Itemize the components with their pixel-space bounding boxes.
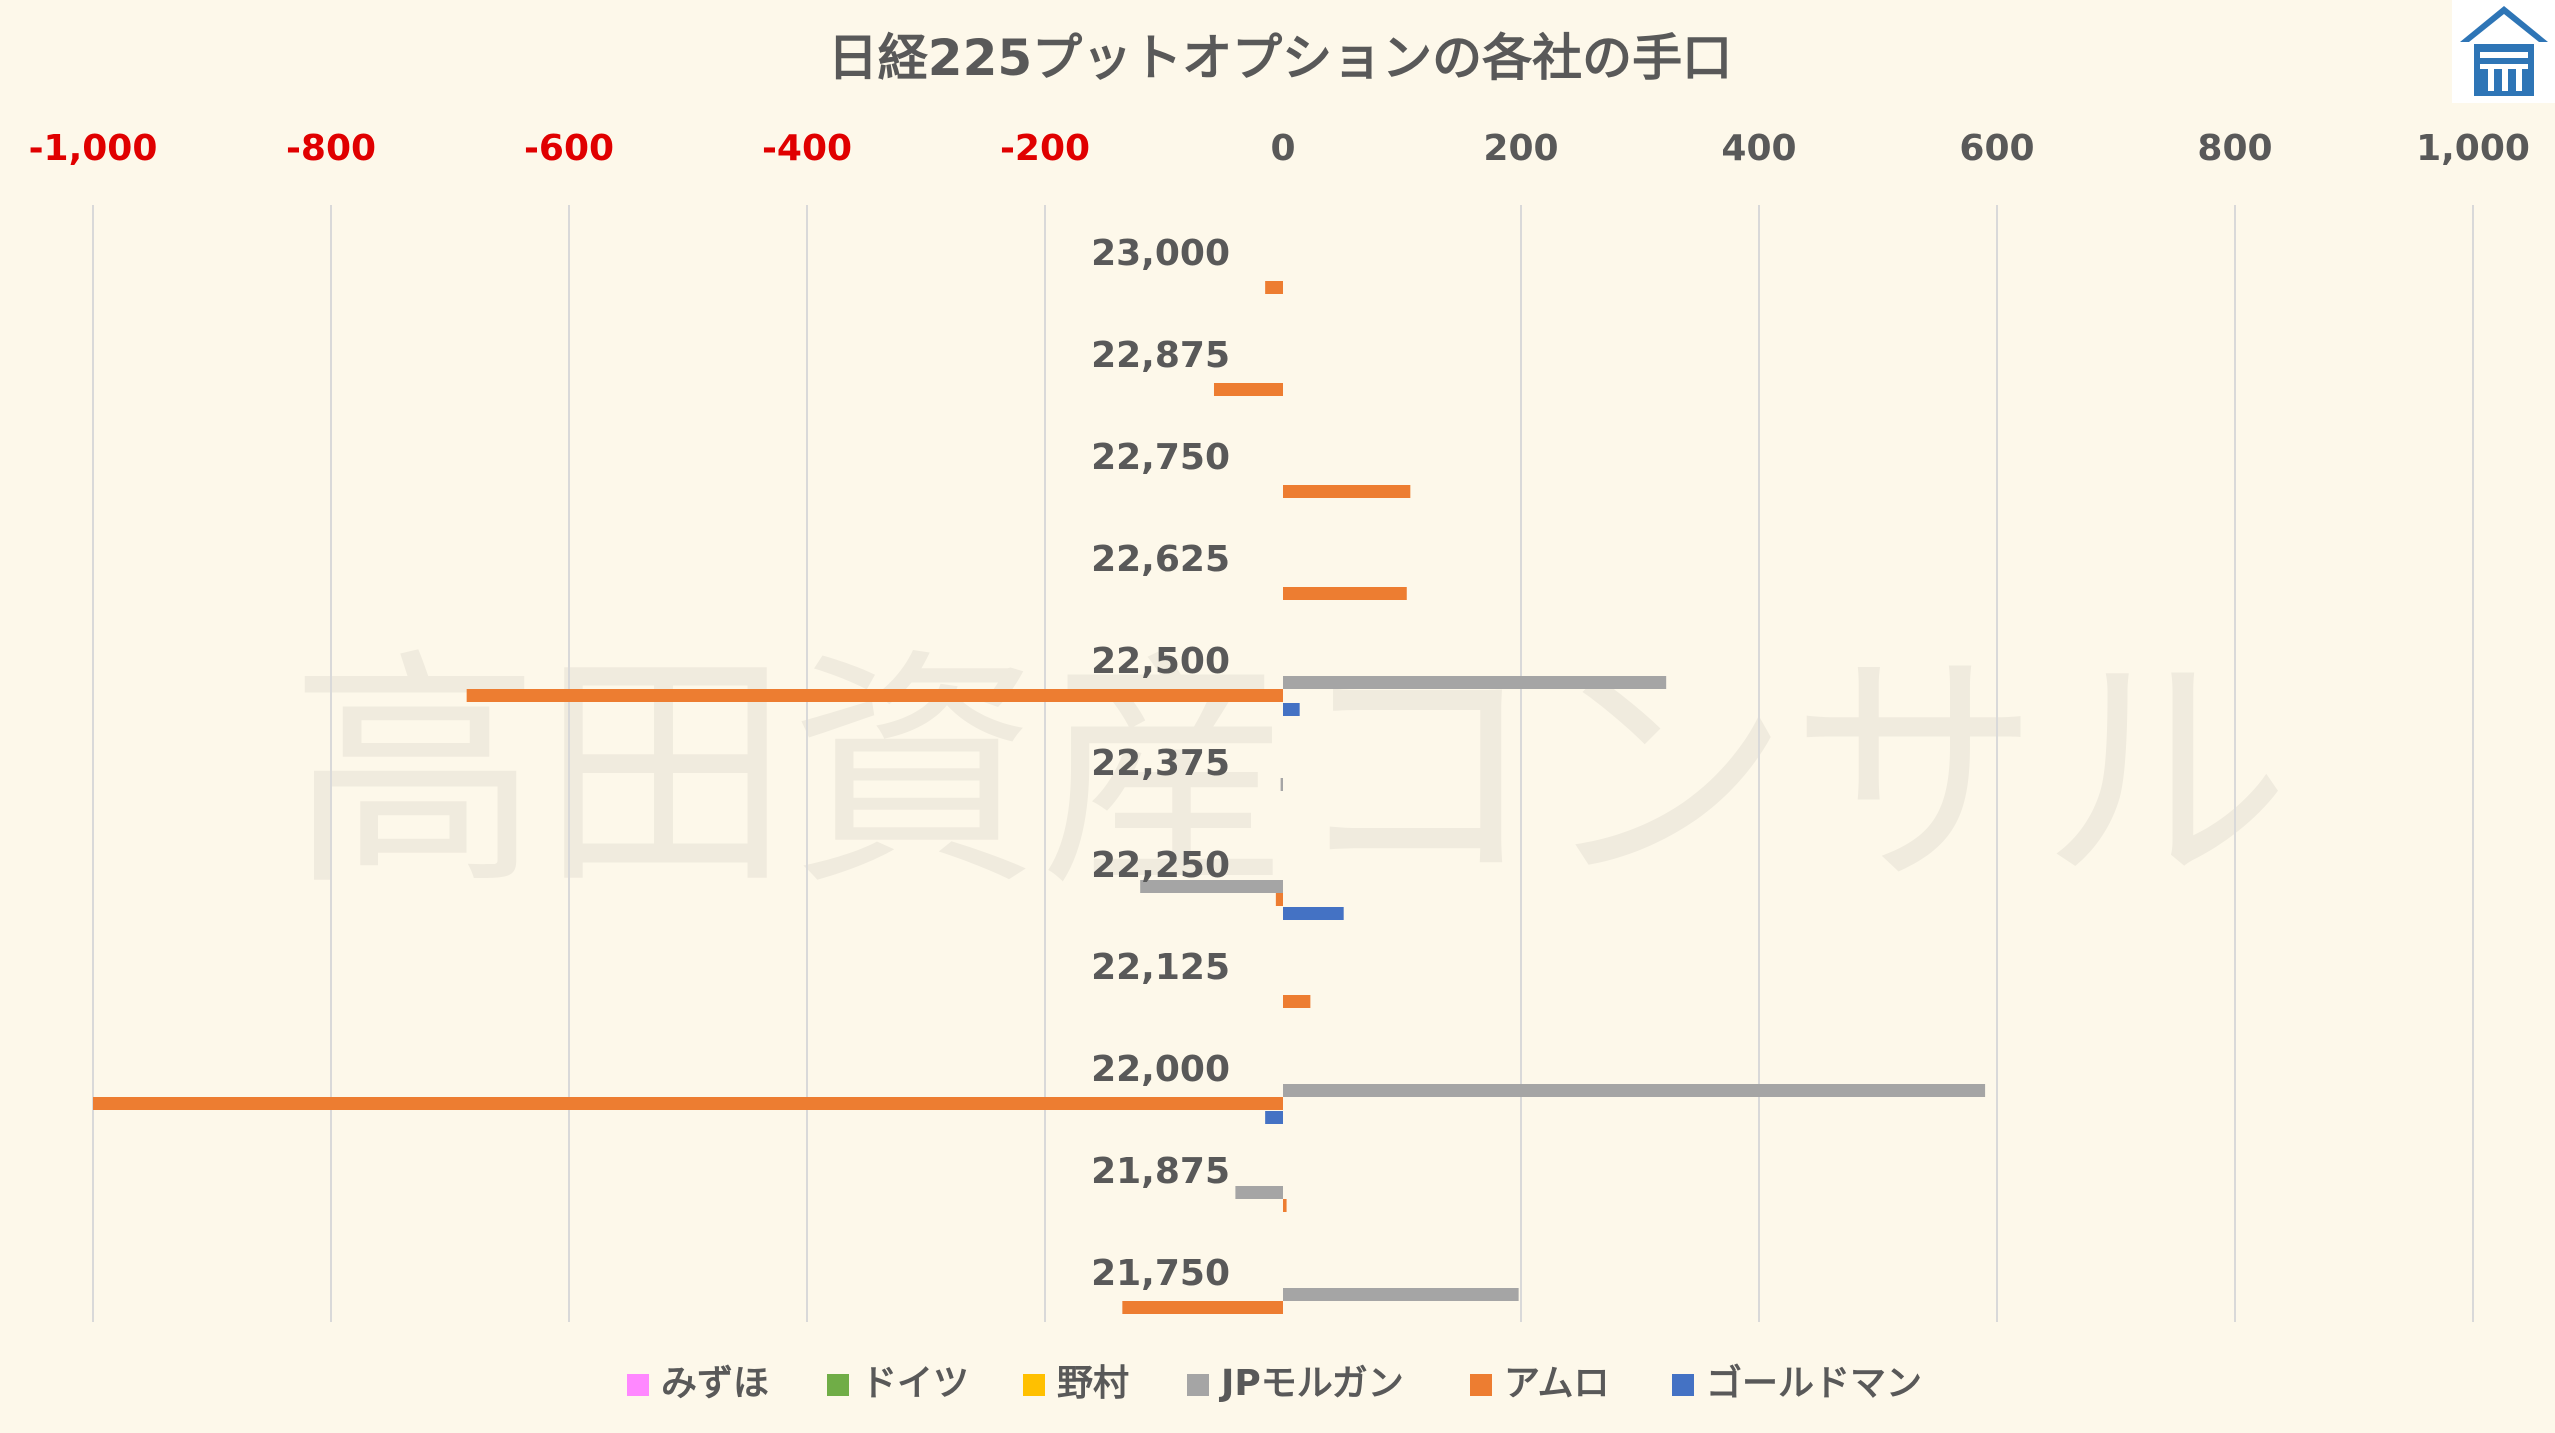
x-tick-label: -400 — [762, 128, 852, 169]
bar — [1265, 281, 1283, 294]
legend-item: 野村 — [1023, 1363, 1129, 1404]
logo-icon — [2452, 0, 2555, 103]
bar — [1265, 1111, 1283, 1124]
category-labels: 23,000 22,875 22,750 22,625 22,500 22,375 22,2… — [1091, 233, 1230, 1294]
legend: みずほ ドイツ 野村 JPモルガン アムロ ゴールドマン — [627, 1362, 1922, 1404]
x-tick-label: 800 — [2197, 128, 2272, 169]
legend-swatch — [1672, 1374, 1694, 1396]
legend-label: 野村 — [1057, 1363, 1129, 1404]
category-label: 22,375 — [1091, 743, 1230, 784]
x-tick-label: -600 — [524, 128, 614, 169]
bar — [1283, 587, 1407, 600]
legend-label: みずほ — [661, 1363, 769, 1404]
bar — [1280, 778, 1283, 791]
x-tick-label: 0 — [1270, 128, 1295, 169]
bar — [1140, 880, 1283, 893]
category-label: 22,625 — [1091, 539, 1230, 580]
x-tick-label: 600 — [1959, 128, 2034, 169]
x-tick-label: 1,000 — [2416, 128, 2530, 169]
bar — [1283, 995, 1311, 1008]
x-tick-label: -800 — [286, 128, 376, 169]
category-label: 22,250 — [1091, 845, 1230, 886]
bar — [1283, 676, 1667, 689]
bar — [1283, 907, 1344, 920]
category-label: 22,750 — [1091, 437, 1230, 478]
legend-item: ドイツ — [827, 1363, 969, 1404]
category-label: 22,000 — [1091, 1049, 1230, 1090]
bars — [93, 281, 1986, 1314]
legend-label: アムロ — [1504, 1363, 1609, 1404]
bar — [1213, 383, 1283, 396]
bar — [1235, 1186, 1283, 1199]
x-tick-label: 200 — [1483, 128, 1558, 169]
legend-swatch — [827, 1374, 849, 1396]
bar — [1283, 1288, 1519, 1301]
bar — [1275, 893, 1283, 906]
grid-layer — [92, 205, 2474, 1322]
legend-item: アムロ — [1470, 1363, 1609, 1404]
legend-label: ドイツ — [861, 1363, 969, 1404]
legend-label: ゴールドマン — [1706, 1362, 1922, 1404]
legend-swatch — [1187, 1374, 1209, 1396]
x-tick-label: -200 — [1000, 128, 1090, 169]
x-tick-label: -1,000 — [29, 128, 158, 169]
watermark: 高田資産コンサル — [290, 628, 2290, 919]
bar — [1122, 1301, 1283, 1314]
category-label: 21,750 — [1091, 1253, 1230, 1294]
legend-swatch — [627, 1374, 649, 1396]
legend-swatch — [1023, 1374, 1045, 1396]
category-label: 22,500 — [1091, 641, 1230, 682]
category-label: 22,125 — [1091, 947, 1230, 988]
x-tick-label: 400 — [1721, 128, 1796, 169]
category-label: 22,875 — [1091, 335, 1230, 376]
bar — [1283, 485, 1411, 498]
bar — [1283, 1199, 1287, 1212]
legend-label: JPモルガン — [1218, 1363, 1404, 1404]
legend-item: ゴールドマン — [1672, 1362, 1922, 1404]
legend-item: みずほ — [627, 1363, 769, 1404]
bar — [1283, 703, 1300, 716]
bar — [1283, 1084, 1986, 1097]
x-axis-ticks: -1,000 -800 -600 -400 -200 0 200 400 600 800 1,000 — [29, 128, 2530, 169]
bar — [93, 1097, 1283, 1110]
category-label: 23,000 — [1091, 233, 1230, 274]
chart-title: 日経225プットオプションの各社の手口 — [828, 29, 1732, 87]
legend-swatch — [1470, 1374, 1492, 1396]
category-label: 21,875 — [1091, 1151, 1230, 1192]
bar — [466, 689, 1283, 702]
legend-item: JPモルガン — [1187, 1363, 1404, 1404]
